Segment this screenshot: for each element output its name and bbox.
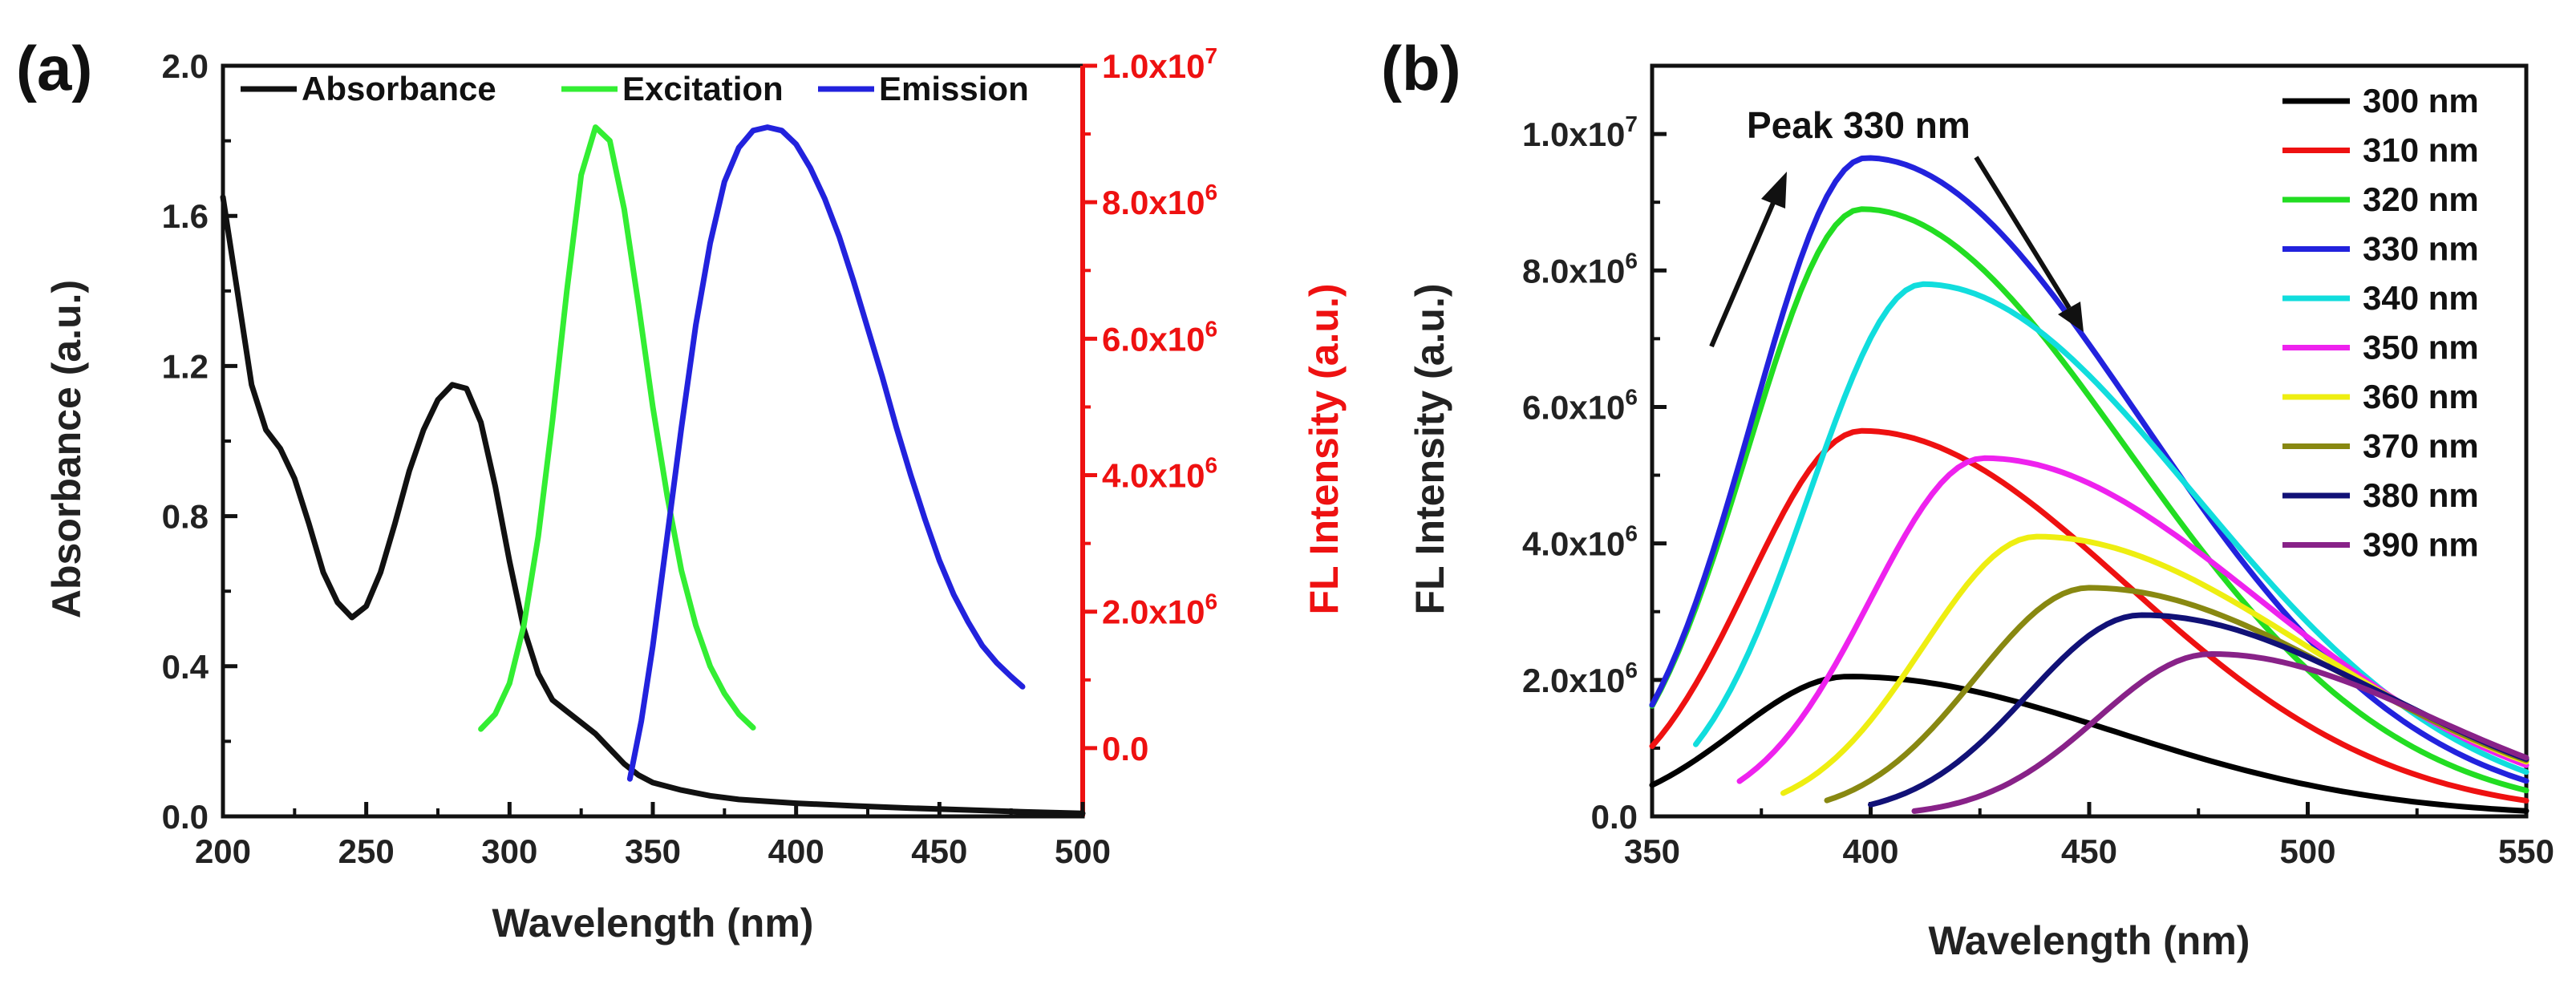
a-right-tick-label: 1.0x107 <box>1102 43 1217 85</box>
a-x-tick-label: 450 <box>911 832 967 870</box>
legend-label-absorbance: Absorbance <box>302 70 496 107</box>
b-y-tick-label: 6.0x106 <box>1522 384 1638 426</box>
panel-b-curves <box>1649 155 2529 814</box>
b-x-tick-label: 350 <box>1624 832 1680 870</box>
a-y-tick-label: 0.8 <box>162 498 209 536</box>
a-y-tick-label: 0.0 <box>162 798 209 836</box>
legend-label-380-nm: 380 nm <box>2363 476 2479 514</box>
series-excitation-line <box>478 124 756 732</box>
panel-a-y-tick-labels: 0.0 0.4 0.8 1.2 1.6 2.0 <box>162 47 209 836</box>
panel-b-y-tick-labels: 0.0 2.0x106 4.0x106 6.0x106 8.0x106 1.0x107 <box>1522 111 1638 836</box>
panel-b-y-axis-title: FL Intensity (a.u.) <box>1407 284 1452 615</box>
panel-b: (b) 350 400 450 500 550 0.0 2.0x106 4.0x106 6.0… <box>1381 33 2554 963</box>
legend-label-340-nm: 340 nm <box>2363 279 2479 317</box>
series-absorbance-line <box>220 194 1086 816</box>
legend-label-330-nm: 330 nm <box>2363 230 2479 268</box>
panel-a-curves <box>220 124 1086 816</box>
series-390-nm-line <box>1911 651 2529 814</box>
legend-label-310-nm: 310 nm <box>2363 132 2479 169</box>
series-310-nm-line <box>1649 427 2529 804</box>
a-right-tick-label: 0.0 <box>1102 730 1148 767</box>
b-y-tick-label: 8.0x106 <box>1522 248 1638 290</box>
a-right-tick-label: 8.0x106 <box>1102 180 1217 221</box>
arrow-down <box>1974 156 2084 332</box>
panel-a-legend: Absorbance Excitation Emission <box>241 70 1029 107</box>
panel-b-label: (b) <box>1381 33 1461 103</box>
panel-a: (a) 200 250 300 350 400 450 500 0.0 0.4 0.8 1.2 1.… <box>16 33 1347 945</box>
panel-a-y-axis-title: Absorbance (a.u.) <box>44 280 89 618</box>
legend-label-emission: Emission <box>879 70 1029 107</box>
panel-b-x-axis-title: Wavelength (nm) <box>1929 918 2250 963</box>
peak-annotation: Peak 330 nm <box>1747 104 1970 146</box>
panel-a-label: (a) <box>16 33 92 103</box>
a-right-tick-label: 2.0x106 <box>1102 589 1217 631</box>
b-x-tick-label: 550 <box>2498 832 2554 870</box>
a-x-tick-label: 350 <box>625 832 681 870</box>
legend-label-320-nm: 320 nm <box>2363 180 2479 218</box>
a-y-tick-label: 2.0 <box>162 47 209 85</box>
b-y-tick-label: 0.0 <box>1591 798 1638 836</box>
legend-label-300-nm: 300 nm <box>2363 82 2479 119</box>
series-330-nm-line <box>1649 155 2529 784</box>
panel-a-plot-frame <box>221 63 1085 819</box>
a-right-tick-label: 4.0x106 <box>1102 453 1217 495</box>
a-y-tick-label: 1.6 <box>162 197 209 235</box>
a-x-tick-label: 400 <box>768 832 824 870</box>
a-right-tick-label: 6.0x106 <box>1102 316 1217 358</box>
legend-label-350-nm: 350 nm <box>2363 329 2479 366</box>
b-x-tick-label: 500 <box>2279 832 2335 870</box>
a-y-tick-label: 0.4 <box>162 648 209 686</box>
a-x-tick-label: 500 <box>1055 832 1111 870</box>
b-y-tick-label: 4.0x106 <box>1522 521 1638 563</box>
legend-label-360-nm: 360 nm <box>2363 378 2479 415</box>
b-x-tick-label: 450 <box>2061 832 2117 870</box>
a-y-tick-label: 1.2 <box>162 347 209 385</box>
series-emission-line <box>626 124 1026 782</box>
series-360-nm-line <box>1780 533 2529 796</box>
panel-a-x-tick-labels: 200 250 300 350 400 450 500 <box>195 832 1111 870</box>
b-x-tick-label: 400 <box>1842 832 1898 870</box>
panel-b-x-tick-labels: 350 400 450 500 550 <box>1624 832 2554 870</box>
series-320-nm-line <box>1649 206 2529 794</box>
legend-label-370-nm: 370 nm <box>2363 427 2479 465</box>
panel-a-x-axis-title: Wavelength (nm) <box>492 901 814 945</box>
panel-a-right-axis-title: FL Intensity (a.u.) <box>1302 284 1347 615</box>
b-y-tick-label: 2.0x106 <box>1522 658 1638 699</box>
legend-label-390-nm: 390 nm <box>2363 526 2479 564</box>
panel-b-legend: 300 nm 310 nm 320 nm 330 nm 340 nm 350 nm 360 … <box>2282 82 2479 564</box>
panel-a-right-tick-labels: 0.0 2.0x106 4.0x106 6.0x106 8.0x106 1.0x107 <box>1102 43 1217 767</box>
a-x-tick-label: 200 <box>195 832 251 870</box>
a-x-tick-label: 300 <box>481 832 537 870</box>
arrow-up <box>1709 172 1787 348</box>
legend-label-excitation: Excitation <box>622 70 784 107</box>
b-y-tick-label: 1.0x107 <box>1522 111 1638 153</box>
a-x-tick-label: 250 <box>338 832 395 870</box>
